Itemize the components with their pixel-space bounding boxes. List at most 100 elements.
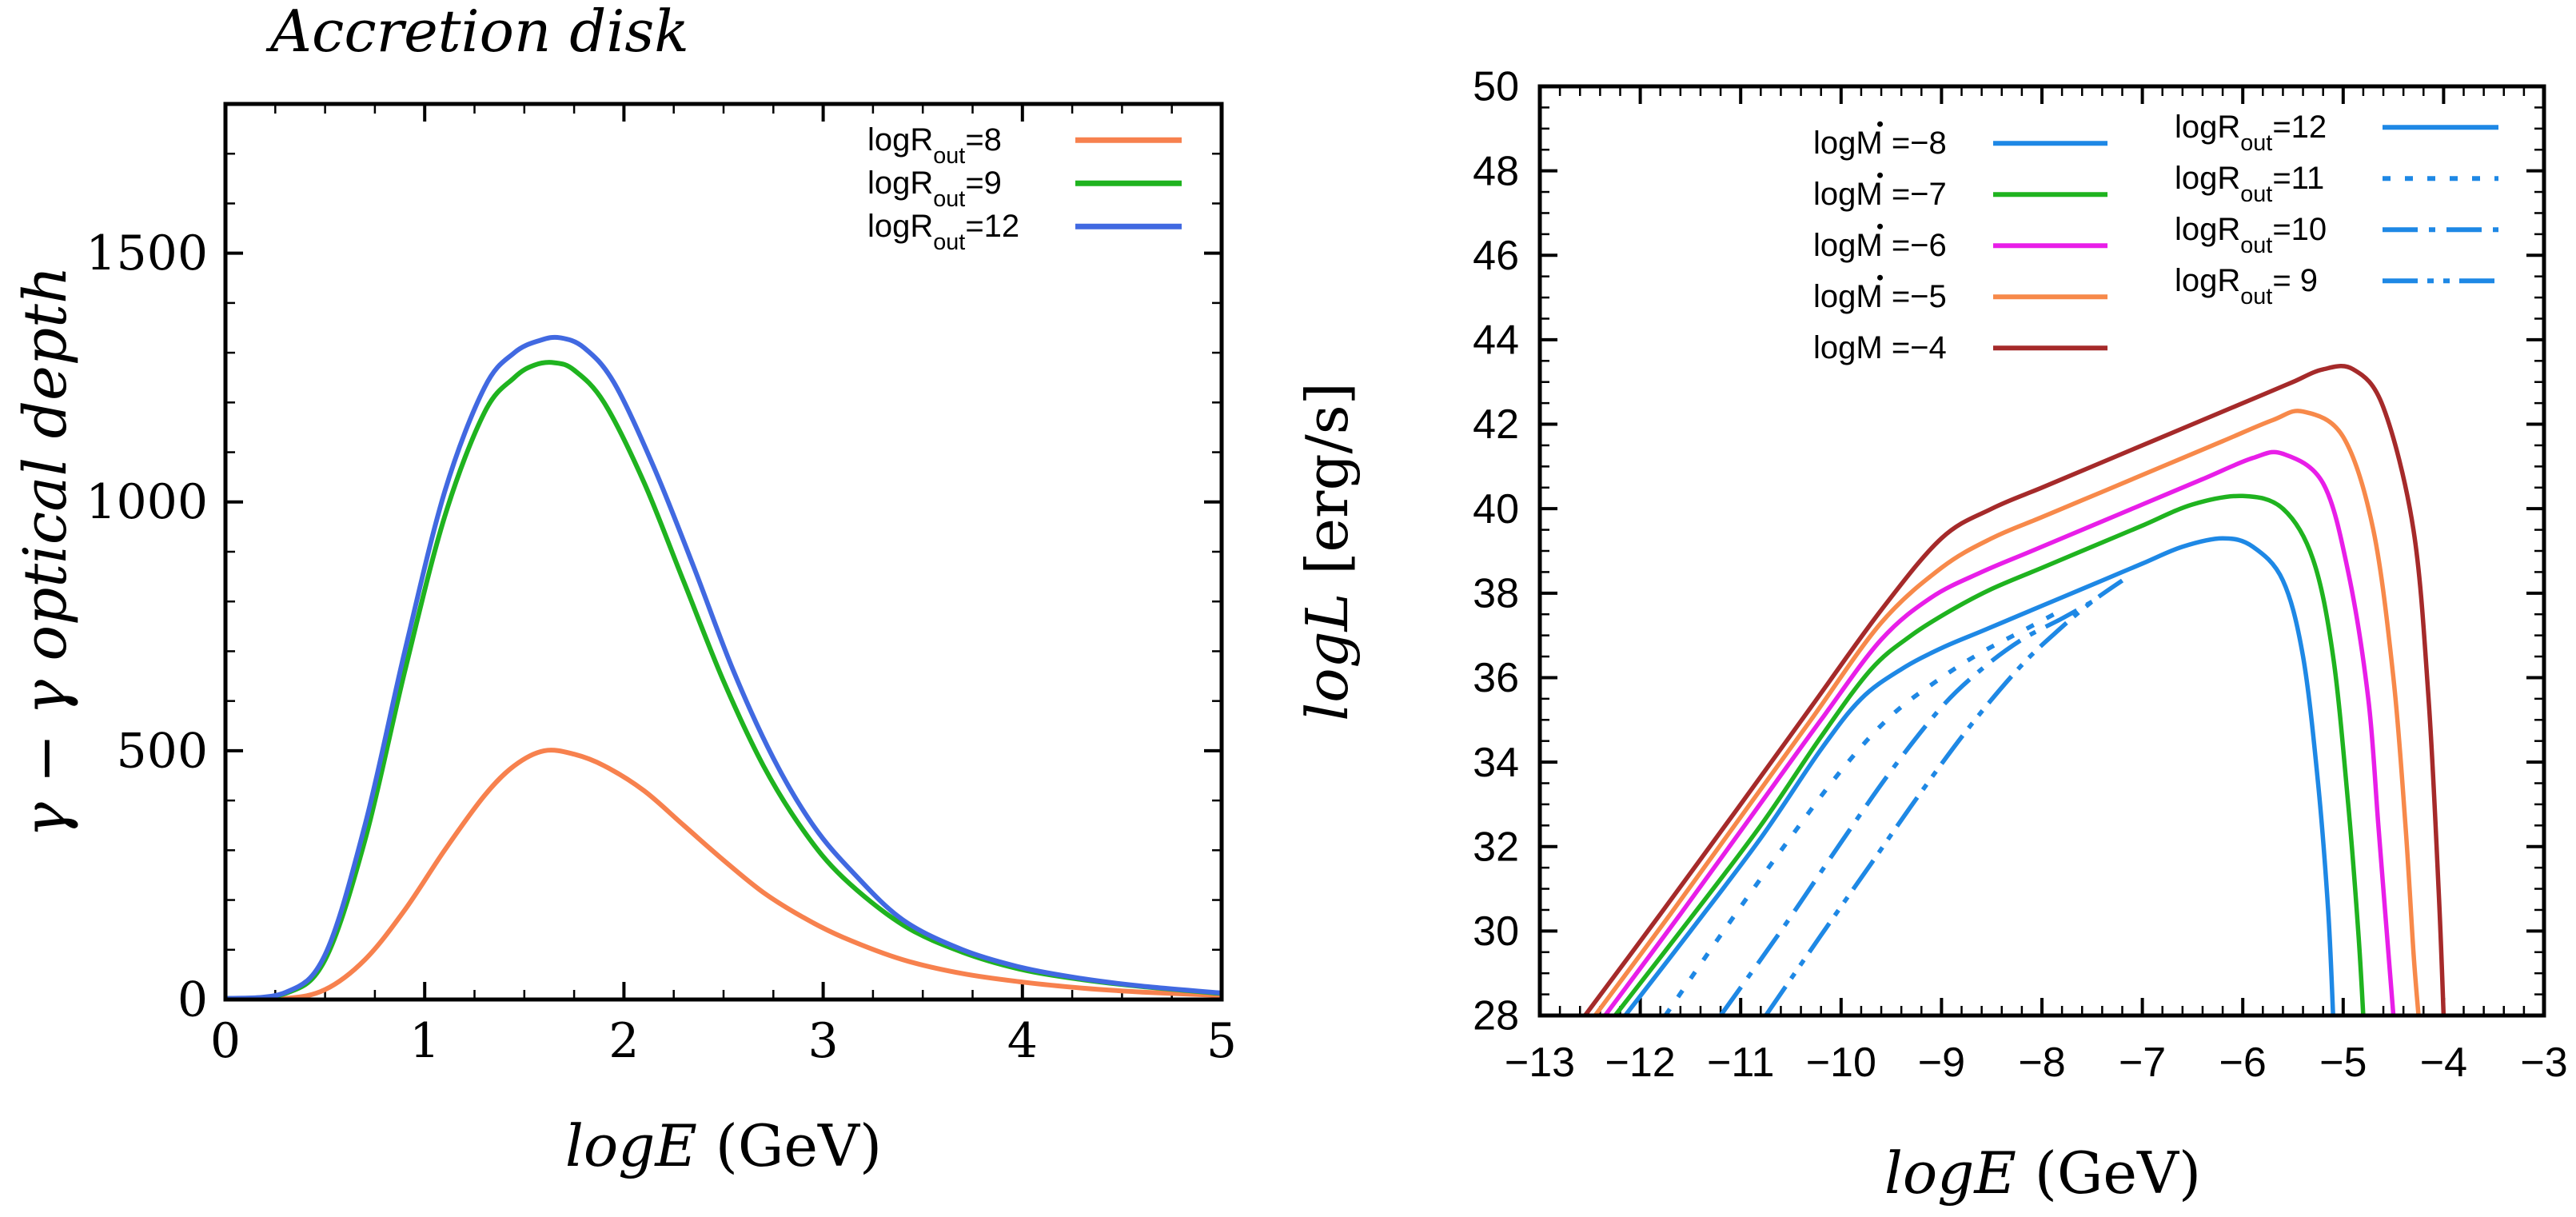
y-tick-label: 28 <box>1473 993 1519 1039</box>
legend-label-tail: =8 <box>965 122 1002 158</box>
legend-label-main: logM <box>1813 228 1883 263</box>
x-tick-label: 2 <box>608 1013 639 1069</box>
x-tick-label: 5 <box>1206 1013 1237 1069</box>
legend-label-tail: =−4 <box>1883 330 1947 365</box>
legend-label-sub: out <box>933 186 965 212</box>
x-tick-label: −4 <box>2420 1039 2467 1086</box>
x-tick-label: −5 <box>2319 1039 2367 1086</box>
legend-label: logM =−8 <box>1813 126 1947 161</box>
legend-label: logRout=9 <box>867 166 1002 212</box>
mdot-dot-icon <box>1877 274 1884 281</box>
series-line-3 <box>1603 449 2396 1015</box>
left-chart-title: Accretion disk <box>265 0 689 65</box>
legend-label-sub: out <box>2240 182 2272 207</box>
y-tick-label: 40 <box>1473 486 1519 533</box>
legend-label-main: logR <box>2175 212 2240 247</box>
y-tick-label: 44 <box>1473 317 1519 364</box>
legend-label-tail: = 9 <box>2272 263 2318 298</box>
legend-label-sub: out <box>933 229 965 255</box>
x-tick-label: 3 <box>808 1013 839 1069</box>
legend-label: logM =−4 <box>1813 330 1947 365</box>
y-tick-label: 48 <box>1473 148 1519 194</box>
legend-label-sub: out <box>2240 130 2272 156</box>
y-tick-label: 42 <box>1473 401 1519 448</box>
series-line-3 <box>225 334 1222 1000</box>
x-tick-label: 1 <box>409 1013 440 1069</box>
y-tick-label: 36 <box>1473 655 1519 701</box>
legend-label: logRout= 9 <box>2175 263 2318 309</box>
legend-label-tail: =12 <box>965 209 1019 244</box>
legend-label-tail: =−6 <box>1883 228 1947 263</box>
legend-label-main: logR <box>2175 161 2240 196</box>
legend-label-main: logR <box>867 166 933 201</box>
series-line-2 <box>1613 493 2366 1015</box>
y-tick-label: 38 <box>1473 570 1519 616</box>
legend-label-main: logR <box>2175 263 2240 298</box>
x-tick-label: −10 <box>1806 1039 1876 1086</box>
legend-label-main: logM <box>1813 126 1883 161</box>
x-tick-label: −3 <box>2520 1039 2567 1086</box>
mdot-dot-icon <box>1877 121 1884 127</box>
legend-label: logM =−6 <box>1813 228 1947 263</box>
x-tick-label: −8 <box>2018 1039 2065 1086</box>
legend-label: logM =−5 <box>1813 279 1947 314</box>
legend-label-sub: out <box>2240 284 2272 309</box>
legend-label-main: logM <box>1813 177 1883 212</box>
legend-label-tail: =9 <box>965 166 1002 201</box>
legend-label-tail: =10 <box>2272 212 2327 247</box>
legend-label: logM =−7 <box>1813 177 1947 212</box>
y-tick-label: 34 <box>1473 740 1519 786</box>
x-tick-label: −11 <box>1707 1039 1774 1086</box>
left-axis-ticks: 0 1 2 3 4 5 0 500 1000 1500 <box>86 104 1237 1069</box>
right-plot-area <box>1583 363 2446 1015</box>
legend-label-main: logR <box>867 122 933 158</box>
series-line-7 <box>1718 599 2094 1015</box>
x-tick-label: −6 <box>2219 1039 2267 1086</box>
legend-label-tail: =−7 <box>1883 177 1947 212</box>
left-x-axis-label: logE (GeV) <box>565 1112 882 1179</box>
legend-label: logRout=12 <box>2175 110 2327 156</box>
legend-label-main: logM <box>1813 279 1883 314</box>
legend-label-main: logR <box>2175 110 2240 145</box>
legend-label-tail: =−8 <box>1883 126 1947 161</box>
y-tick-label: 32 <box>1473 824 1519 870</box>
x-tick-label: 4 <box>1007 1013 1038 1069</box>
legend-label: logRout=10 <box>2175 212 2327 258</box>
right-x-axis-label: logE (GeV) <box>1884 1139 2201 1207</box>
legend-label-tail: =11 <box>2272 161 2324 196</box>
left-x-axis-label-math: logE <box>565 1112 697 1179</box>
legend-label-sub: out <box>2240 233 2272 258</box>
y-tick-label: 46 <box>1473 233 1519 279</box>
legend-label: logRout=12 <box>867 209 1019 255</box>
series-line-2 <box>225 360 1222 1000</box>
x-tick-label: −7 <box>2119 1039 2166 1086</box>
series-line-4 <box>1593 409 2421 1015</box>
y-tick-label: 50 <box>1473 64 1519 110</box>
right-x-axis-label-math: logE <box>1884 1139 2016 1207</box>
y-tick-label: 500 <box>116 723 208 779</box>
left-axes-frame <box>223 102 1224 1002</box>
legend-label: logRout=11 <box>2175 161 2324 207</box>
series-line-8 <box>1764 578 2124 1015</box>
legend-label: logRout=8 <box>867 122 1002 169</box>
y-tick-label: 1500 <box>86 225 208 281</box>
legend-label-main: logM <box>1813 330 1883 365</box>
mdot-dot-icon <box>1877 223 1884 229</box>
x-tick-label: −12 <box>1605 1039 1675 1086</box>
legend-label-sub: out <box>933 143 965 169</box>
y-tick-label: 0 <box>177 972 208 1027</box>
y-tick-label: 30 <box>1473 908 1519 955</box>
series-line-1 <box>1623 536 2335 1015</box>
right-panel: −13 −12 −11 −10 −9 −8 −7 −6 −5 −4 −3 28 30 32 34 36 38 40… <box>1294 64 2568 1207</box>
right-y-axis-label-math: logL <box>1294 593 1361 721</box>
right-y-axis-label: logL [erg/s] <box>1294 382 1361 721</box>
x-tick-label: −13 <box>1505 1039 1575 1086</box>
legend-label-tail: =−5 <box>1883 279 1947 314</box>
series-line-5 <box>1583 363 2446 1015</box>
x-tick-label: −9 <box>1918 1039 1965 1086</box>
left-plot-area <box>225 334 1222 1000</box>
x-tick-label: 0 <box>210 1013 241 1069</box>
